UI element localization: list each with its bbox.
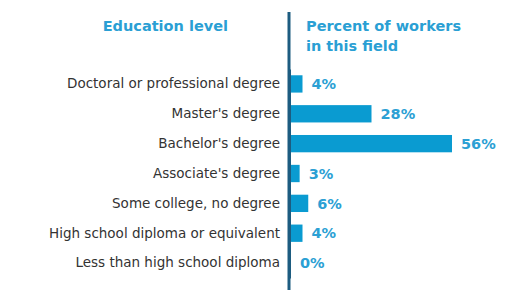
tick: Doctoral or professional degree (67, 75, 280, 91)
bar (291, 195, 308, 212)
bar (291, 165, 300, 182)
axis-line (288, 12, 291, 290)
data-label: 56% (461, 136, 496, 152)
data-label: 0% (300, 255, 325, 271)
data-label: 4% (312, 76, 337, 92)
tick-label: Less than high school diploma (75, 254, 280, 270)
data-label: 4% (312, 225, 337, 241)
bar (291, 105, 372, 122)
data-label: 3% (309, 166, 334, 182)
x-axis-title-line: in this field (306, 38, 398, 54)
tick: Master's degree (172, 105, 280, 121)
tick: High school diploma or equivalent (49, 225, 280, 241)
x-axis-title: Percent of workers in this field (306, 18, 466, 54)
tick-label: Bachelor's degree (158, 135, 280, 151)
tick: Associate's degree (153, 165, 280, 181)
tick: Less than high school diploma (75, 254, 280, 270)
tick: Some college, no degree (112, 195, 280, 211)
data-label: 6% (317, 196, 342, 212)
tick-label: Some college, no degree (112, 195, 280, 211)
axis-domain (288, 70, 291, 279)
bar (291, 75, 303, 92)
tick-label: Master's degree (172, 105, 280, 121)
bar (291, 254, 292, 271)
tick: Bachelor's degree (158, 135, 280, 151)
chart: Education level Percent of workers in thi… (0, 0, 525, 303)
data-label: 28% (381, 106, 416, 122)
bar (291, 225, 303, 242)
x-axis-title-line: Percent of workers (306, 18, 466, 34)
tick-label: Doctoral or professional degree (67, 75, 280, 91)
y-axis: Doctoral or professional degree Master's … (49, 70, 289, 279)
y-axis-title: Education level (103, 18, 228, 34)
bars (291, 75, 452, 242)
tick-label: High school diploma or equivalent (49, 225, 280, 241)
bar (291, 135, 452, 152)
data-labels: 4% 28% 56% 3% 6% 4% 0% (300, 76, 496, 271)
tick-label: Associate's degree (153, 165, 280, 181)
